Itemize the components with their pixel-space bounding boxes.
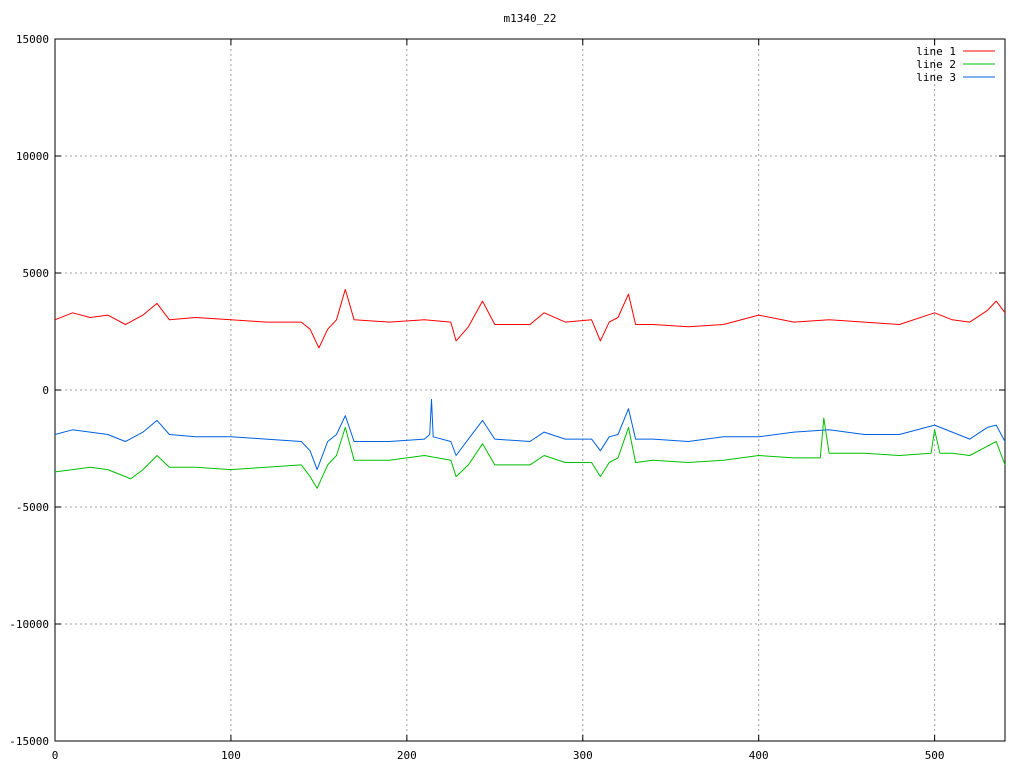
x-tick-label: 100 [221,749,241,762]
legend-label-1: line 1 [916,45,956,58]
legend-label-3: line 3 [916,71,956,84]
x-tick-label: 300 [573,749,593,762]
x-tick-label: 500 [925,749,945,762]
y-tick-label: 10000 [16,150,49,163]
y-tick-label: -10000 [9,618,49,631]
axis-ticks: 0 100 200 300 400 500 15000 10000 5000 0 -5000 -100… [9,33,1005,762]
series-line-2 [54,417,1006,489]
legend-label-2: line 2 [916,58,956,71]
grid-lines [55,39,1005,741]
x-tick-label: 0 [52,749,59,762]
series-line-1 [54,288,1006,349]
x-tick-label: 400 [749,749,769,762]
series-line-3 [54,398,1006,471]
y-tick-label: -15000 [9,735,49,748]
y-tick-label: 5000 [23,267,50,280]
y-tick-label: 0 [42,384,49,397]
series-lines [54,288,1006,489]
y-tick-label: -5000 [16,501,49,514]
y-tick-label: 15000 [16,33,49,46]
x-tick-label: 200 [397,749,417,762]
chart-title: m1340_22 [504,12,557,25]
